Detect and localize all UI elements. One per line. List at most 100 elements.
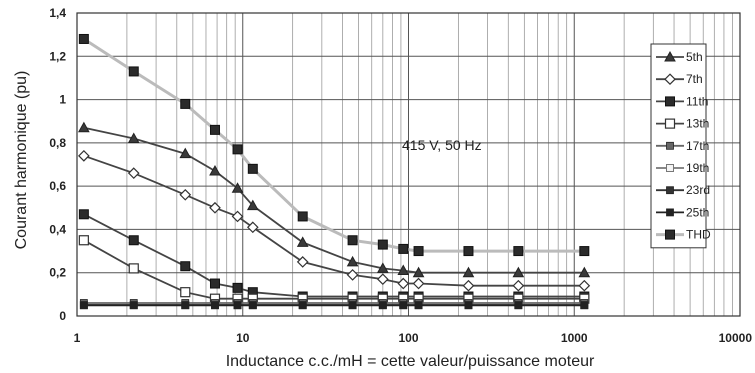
- legend-label: 7th: [686, 72, 703, 86]
- data-point: [512, 279, 525, 292]
- legend: 5th 7th 11th 13th 17th 19th 23rd 25th THD: [650, 43, 711, 249]
- legend-label: THD: [686, 228, 711, 242]
- data-point: [462, 266, 475, 278]
- legend-marker: [665, 229, 675, 240]
- voltage-annotation: 415 V, 50 Hz: [402, 137, 482, 153]
- y-tick-label: 1,2: [49, 49, 66, 63]
- data-point: [231, 210, 244, 223]
- data-point: [78, 121, 90, 133]
- data-point: [179, 188, 192, 201]
- data-point: [209, 164, 221, 176]
- x-tick-label: 1: [74, 331, 81, 345]
- data-point: [298, 301, 307, 310]
- data-point: [128, 66, 139, 77]
- data-point: [180, 98, 191, 109]
- data-point: [78, 235, 89, 246]
- legend-marker: [666, 141, 674, 150]
- data-point: [579, 246, 590, 257]
- data-point: [347, 235, 358, 246]
- legend-label: 17th: [686, 139, 709, 153]
- data-point: [578, 266, 591, 278]
- legend-label: 25th: [686, 205, 709, 219]
- data-point: [297, 211, 308, 222]
- data-point: [209, 278, 220, 289]
- legend-label: 5th: [686, 50, 703, 64]
- data-point: [346, 269, 359, 281]
- x-tick-label: 10000: [719, 331, 753, 345]
- data-point: [211, 301, 219, 310]
- y-axis-label: Courant harmonique (pu): [13, 71, 30, 250]
- y-tick-label: 1,4: [49, 6, 66, 20]
- data-point: [78, 209, 89, 220]
- y-tick-label: 0,8: [49, 136, 66, 150]
- data-point: [128, 263, 139, 274]
- data-point: [246, 199, 259, 211]
- data-point: [79, 301, 88, 310]
- data-point: [580, 301, 589, 310]
- data-point: [414, 301, 423, 310]
- data-point: [232, 282, 243, 293]
- series-thd: [78, 33, 590, 257]
- data-point: [180, 261, 191, 272]
- legend-label: 13th: [686, 117, 709, 131]
- data-point: [179, 147, 192, 159]
- data-point: [376, 262, 389, 273]
- data-point: [462, 279, 475, 292]
- data-point: [412, 266, 425, 278]
- data-point: [128, 235, 139, 246]
- data-point: [180, 287, 191, 298]
- data-point: [209, 124, 220, 135]
- series-5th: [78, 121, 591, 278]
- data-point: [348, 301, 357, 310]
- legend-marker: [664, 50, 676, 62]
- data-point: [398, 243, 409, 254]
- data-point: [181, 301, 190, 310]
- data-point: [397, 264, 410, 276]
- axes: 0 0,2 0,4 0,6 0,8 1 1,2 1,4 1 10 100 1000 10000: [49, 6, 752, 345]
- y-tick-label: 0,6: [49, 179, 66, 193]
- legend-marker: [664, 73, 676, 86]
- data-point: [378, 301, 387, 310]
- series-line: [83, 154, 585, 287]
- data-point: [247, 163, 258, 174]
- x-tick-label: 100: [398, 331, 418, 345]
- plot-frame: [76, 12, 741, 317]
- data-point: [463, 246, 474, 257]
- data-point: [232, 144, 243, 155]
- series-25th: [79, 301, 589, 310]
- data-point: [129, 301, 138, 310]
- data-point: [78, 149, 90, 162]
- series-lines: [78, 33, 591, 310]
- data-point: [296, 256, 309, 268]
- data-point: [412, 277, 425, 290]
- series-line: [83, 126, 585, 274]
- data-point: [464, 301, 473, 310]
- data-point: [296, 236, 309, 247]
- series-7th: [78, 149, 591, 292]
- data-point: [376, 273, 389, 286]
- legend-marker: [666, 208, 674, 217]
- data-point: [233, 301, 242, 310]
- legend-label: 23rd: [686, 183, 710, 197]
- data-point: [413, 246, 424, 257]
- legend-label: 11th: [686, 94, 708, 108]
- data-point: [127, 167, 140, 180]
- data-point: [231, 182, 244, 193]
- legend-label: 19th: [686, 161, 709, 175]
- data-point: [377, 239, 388, 250]
- data-point: [346, 255, 359, 267]
- x-tick-label: 10: [236, 331, 250, 345]
- legend-marker: [666, 186, 674, 195]
- x-tick-label: 1000: [561, 331, 588, 345]
- legend-marker: [664, 118, 676, 129]
- y-tick-label: 1: [59, 93, 66, 107]
- data-point: [246, 221, 259, 234]
- data-point: [78, 33, 89, 44]
- y-tick-label: 0,2: [49, 266, 66, 280]
- x-axis-label: Inductance c.c./mH = cette valeur/puissa…: [226, 353, 595, 370]
- data-point: [514, 301, 523, 310]
- legend-marker: [665, 96, 675, 107]
- data-point: [209, 201, 221, 214]
- data-point: [248, 301, 257, 310]
